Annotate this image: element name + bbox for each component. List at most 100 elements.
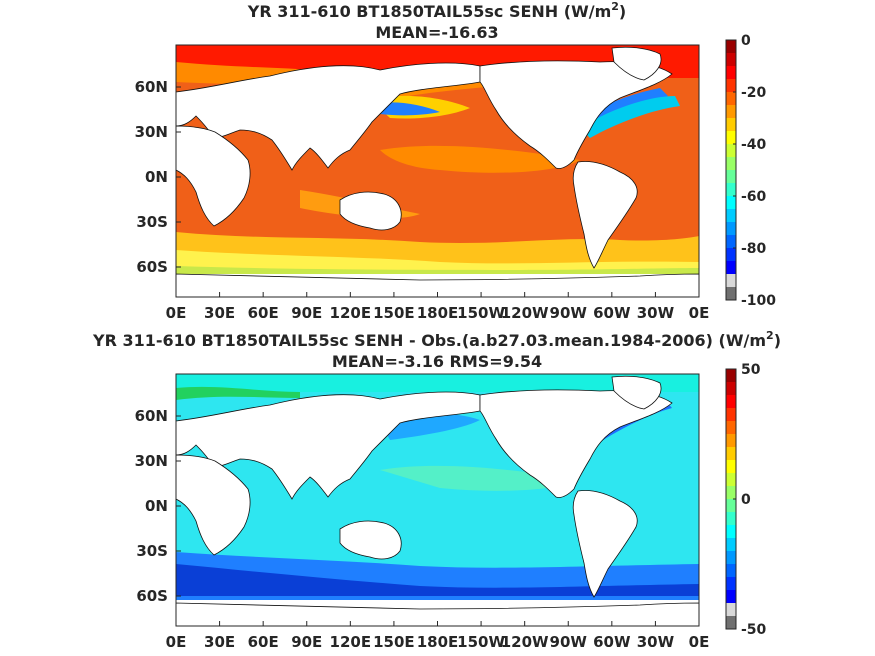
panel-2-subtitle: MEAN=-3.16 RMS=9.54: [332, 352, 542, 371]
land-antarctica: [176, 273, 699, 297]
colorbar-segment: [726, 395, 736, 409]
land-south-america: [572, 161, 638, 269]
colorbar-segment: [726, 616, 736, 630]
land-antarctica: [176, 602, 699, 626]
y-tick-label: 30S: [136, 542, 168, 560]
x-tick-label: 30E: [204, 304, 235, 322]
y-tick-label: 60S: [136, 258, 168, 276]
land-australia: [339, 191, 402, 231]
colorbar-segment: [726, 486, 736, 500]
colorbar-tick-label: -40: [741, 137, 767, 153]
x-tick-label: 180E: [417, 633, 459, 651]
x-tick-label: 60W: [593, 304, 631, 322]
colorbar-segment: [726, 382, 736, 396]
colorbar-segment: [726, 590, 736, 604]
x-tick-label: 0E: [689, 633, 710, 651]
colorbar-segment: [726, 577, 736, 591]
tropical-band: [380, 465, 580, 491]
panel-2-title: YR 311-610 BT1850TAIL55sc SENH - Obs.(a.…: [92, 329, 781, 350]
x-tick-label: 0E: [689, 304, 710, 322]
colorbar-segment: [726, 499, 736, 513]
x-tick-label: 60E: [248, 304, 279, 322]
colorbar-segment: [726, 235, 736, 249]
x-tick-label: 60E: [248, 633, 279, 651]
arctic-green: [176, 386, 300, 400]
ice-edge: [176, 266, 699, 274]
y-tick-label: 60N: [135, 407, 168, 425]
colorbar-segment: [726, 66, 736, 80]
x-tick-label: 90E: [291, 633, 322, 651]
x-tick-label: 0E: [166, 304, 187, 322]
colorbar-segment: [726, 131, 736, 145]
panel-1-y-ticks: 60N 30N 0N 30S 60S: [135, 78, 181, 276]
gulf-stream-edge: [580, 96, 680, 138]
colorbar-segment: [726, 512, 736, 526]
colorbar-segment: [726, 79, 736, 93]
colorbar-segment: [726, 170, 736, 184]
x-tick-label: 120W: [501, 304, 549, 322]
y-tick-label: 0N: [145, 168, 168, 186]
panel-1-title: YR 311-610 BT1850TAIL55sc SENH (W/m2): [247, 0, 626, 21]
southern-core: [176, 564, 699, 596]
colorbar-segment: [726, 460, 736, 474]
tropical-band: [380, 145, 580, 173]
x-tick-label: 30W: [637, 633, 675, 651]
panel-1: YR 311-610 BT1850TAIL55sc SENH (W/m2) ME…: [135, 0, 777, 322]
colorbar-tick-label: 0: [741, 33, 751, 49]
panel-2-y-ticks: 60N 30N 0N 30S 60S: [135, 407, 181, 605]
panel-2: YR 311-610 BT1850TAIL55sc SENH - Obs.(a.…: [92, 329, 781, 651]
colorbar-segment: [726, 274, 736, 288]
colorbar-segment: [726, 183, 736, 197]
colorbar-segment: [726, 40, 736, 54]
x-tick-label: 150E: [373, 304, 415, 322]
colorbar-segment: [726, 287, 736, 301]
colorbar-tick-label: -50: [741, 622, 767, 638]
x-tick-label: 90W: [550, 633, 588, 651]
panel-2-colorbar: 50 0 -50: [725, 362, 767, 638]
y-tick-label: 0N: [145, 497, 168, 515]
x-tick-label: 90W: [550, 304, 588, 322]
colorbar-segment: [726, 434, 736, 448]
colorbar-segment: [726, 209, 736, 223]
x-tick-label: 150W: [457, 633, 505, 651]
land-africa: [176, 125, 251, 227]
colorbar-segment: [726, 369, 736, 383]
colorbar-segment: [726, 53, 736, 67]
colorbar-segment: [726, 222, 736, 236]
colorbar-segment: [726, 525, 736, 539]
colorbar-segment: [726, 538, 736, 552]
y-tick-label: 30N: [135, 452, 168, 470]
land-masses: [176, 375, 699, 626]
x-tick-label: 30W: [637, 304, 675, 322]
land-africa: [176, 454, 251, 556]
panel-2-map: [176, 374, 699, 626]
x-tick-label: 120E: [330, 304, 372, 322]
kuroshio-core: [372, 102, 440, 116]
arctic-band: [176, 374, 699, 392]
colorbar-segment: [726, 157, 736, 171]
colorbar-tick-label: -20: [741, 85, 767, 101]
x-tick-label: 0E: [166, 633, 187, 651]
colorbar-segment: [726, 196, 736, 210]
x-tick-label: 120W: [501, 633, 549, 651]
y-tick-label: 60S: [136, 587, 168, 605]
panel-1-map: [176, 45, 699, 297]
colorbar-tick-label: -100: [741, 293, 776, 309]
x-tick-label: 180E: [417, 304, 459, 322]
colorbar-segment: [726, 564, 736, 578]
land-masses: [176, 46, 699, 297]
x-tick-label: 30E: [204, 633, 235, 651]
colorbar-tick-label: 50: [741, 362, 761, 378]
x-tick-label: 90E: [291, 304, 322, 322]
land-australia: [339, 520, 402, 560]
colorbar-segment: [726, 144, 736, 158]
land-south-america: [572, 490, 638, 598]
land-greenland: [611, 375, 662, 410]
colorbar-segment: [726, 261, 736, 275]
land-greenland: [611, 46, 662, 81]
colorbar-segment: [726, 248, 736, 262]
x-tick-label: 60W: [593, 633, 631, 651]
colorbar-segment: [726, 92, 736, 106]
